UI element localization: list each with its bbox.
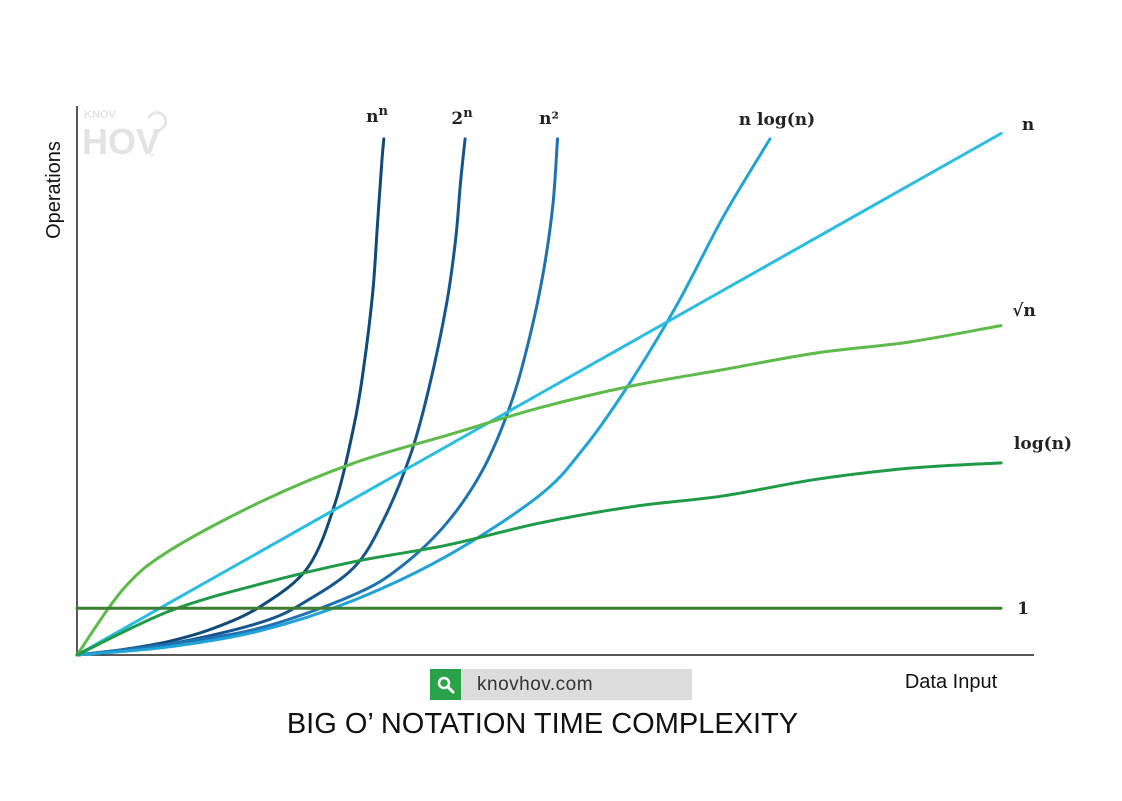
curve-label-2: 2n: [451, 106, 473, 129]
curve-label-base: n²: [539, 109, 559, 129]
curve-label-1: nn: [366, 104, 388, 127]
axes: [76, 106, 1034, 656]
series-line-6: [75, 324, 1003, 657]
curve-label-exponent: n: [378, 104, 388, 119]
series-line-2: [75, 137, 467, 657]
curve-label-base: n log(n): [739, 110, 815, 130]
curve-label-6: √n: [1012, 301, 1036, 321]
curve-label-base: 1: [1017, 599, 1029, 619]
curve-label-base: n: [1022, 115, 1034, 135]
curve-label-5: n: [1022, 115, 1034, 135]
series-group: [75, 132, 1003, 657]
curve-label-base: √n: [1012, 301, 1036, 321]
series-line-7: [75, 461, 1003, 657]
site-url: knovhov.com: [477, 673, 594, 695]
curve-label-base: n: [366, 107, 378, 127]
curve-label-base: log(n): [1014, 434, 1072, 454]
series-line-5: [75, 132, 1003, 657]
knovhov-logo-watermark: KNOV HOV: [82, 109, 168, 162]
curve-label-8: 1: [1017, 599, 1029, 619]
search-icon: [437, 676, 454, 693]
y-axis-label: Operations: [43, 141, 65, 239]
series-line-4: [75, 137, 772, 657]
chart-title: BIG O’ NOTATION TIME COMPLEXITY: [286, 708, 799, 740]
curve-label-7: log(n): [1014, 434, 1072, 454]
curve-label-3: n²: [539, 109, 559, 129]
search-icon-box[interactable]: [430, 669, 461, 700]
curve-label-4: n log(n): [739, 110, 815, 130]
series-line-1: [75, 137, 386, 657]
curve-label-exponent: n: [463, 106, 473, 121]
x-axis-label: Data Input: [905, 671, 998, 693]
series-line-3: [75, 137, 559, 657]
site-badge[interactable]: knovhov.com: [430, 669, 692, 700]
curve-label-base: 2: [451, 109, 463, 129]
question-mark-icon: [147, 111, 168, 156]
watermark-top-text: KNOV: [84, 109, 116, 121]
watermark-main-text: HOV: [82, 121, 160, 162]
